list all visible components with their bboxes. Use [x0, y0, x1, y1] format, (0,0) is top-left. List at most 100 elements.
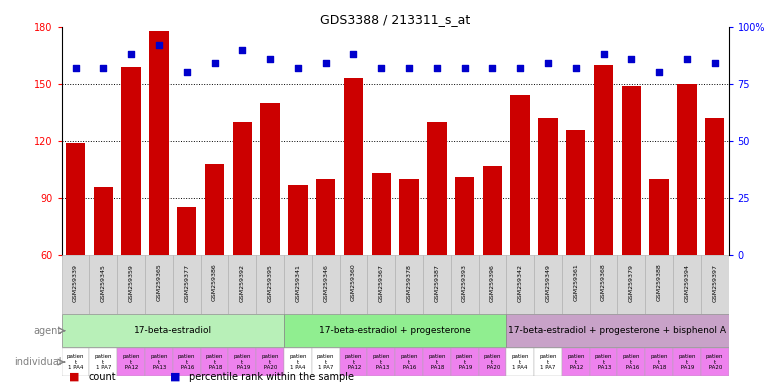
Text: patien
t
 PA16: patien t PA16	[178, 354, 196, 370]
Text: patien
t
 PA12: patien t PA12	[567, 354, 584, 370]
Point	[653, 70, 665, 76]
Bar	[288, 185, 308, 369]
Bar	[427, 122, 446, 369]
Text: ■: ■	[170, 372, 180, 382]
FancyBboxPatch shape	[200, 255, 228, 314]
FancyBboxPatch shape	[367, 348, 395, 376]
FancyBboxPatch shape	[534, 348, 562, 376]
Text: GSM259368: GSM259368	[601, 264, 606, 301]
Text: GSM259379: GSM259379	[629, 264, 634, 302]
Bar	[121, 67, 141, 369]
Bar	[483, 166, 502, 369]
Point	[208, 60, 221, 66]
Text: agent: agent	[33, 326, 62, 336]
Text: patien
t
 PA19: patien t PA19	[234, 354, 251, 370]
Text: GSM259361: GSM259361	[574, 264, 578, 301]
Text: GSM259346: GSM259346	[323, 264, 328, 301]
FancyBboxPatch shape	[256, 348, 284, 376]
Text: GSM259392: GSM259392	[240, 264, 245, 302]
Text: GSM259377: GSM259377	[184, 264, 189, 302]
Point	[153, 42, 165, 48]
FancyBboxPatch shape	[62, 348, 89, 376]
Text: patien
t
1 PA7: patien t 1 PA7	[95, 354, 112, 370]
Text: patien
t
 PA18: patien t PA18	[651, 354, 668, 370]
Bar	[344, 78, 363, 369]
FancyBboxPatch shape	[507, 255, 534, 314]
Text: patien
t
 PA18: patien t PA18	[206, 354, 224, 370]
Point	[542, 60, 554, 66]
Point	[180, 70, 193, 76]
Bar	[93, 187, 113, 369]
Text: GSM259339: GSM259339	[73, 264, 78, 302]
Text: GSM259365: GSM259365	[157, 264, 161, 301]
Text: GSM259386: GSM259386	[212, 264, 217, 301]
FancyBboxPatch shape	[645, 255, 673, 314]
FancyBboxPatch shape	[311, 348, 339, 376]
Text: patien
t
 PA13: patien t PA13	[372, 354, 390, 370]
Bar	[205, 164, 224, 369]
FancyBboxPatch shape	[618, 348, 645, 376]
Bar	[233, 122, 252, 369]
FancyBboxPatch shape	[673, 348, 701, 376]
FancyBboxPatch shape	[590, 255, 618, 314]
Text: patien
t
1 PA4: patien t 1 PA4	[289, 354, 307, 370]
FancyBboxPatch shape	[507, 348, 534, 376]
Point	[264, 56, 276, 62]
FancyBboxPatch shape	[395, 348, 423, 376]
Text: GSM259397: GSM259397	[712, 264, 717, 302]
Bar	[399, 179, 419, 369]
Bar	[66, 143, 86, 369]
FancyBboxPatch shape	[423, 255, 451, 314]
FancyBboxPatch shape	[367, 255, 395, 314]
FancyBboxPatch shape	[145, 255, 173, 314]
Bar	[677, 84, 697, 369]
FancyBboxPatch shape	[451, 255, 479, 314]
Text: patien
t
 PA16: patien t PA16	[400, 354, 418, 370]
FancyBboxPatch shape	[701, 348, 729, 376]
FancyBboxPatch shape	[645, 348, 673, 376]
Bar	[261, 103, 280, 369]
Bar	[150, 31, 169, 369]
Text: GSM259342: GSM259342	[517, 264, 523, 302]
FancyBboxPatch shape	[173, 348, 200, 376]
Text: patien
t
 PA13: patien t PA13	[150, 354, 167, 370]
Bar	[177, 207, 197, 369]
Text: patien
t
1 PA7: patien t 1 PA7	[317, 354, 335, 370]
Text: GSM259396: GSM259396	[490, 264, 495, 301]
FancyBboxPatch shape	[117, 348, 145, 376]
Text: patien
t
1 PA4: patien t 1 PA4	[511, 354, 529, 370]
FancyBboxPatch shape	[284, 314, 507, 347]
FancyBboxPatch shape	[507, 314, 729, 347]
Text: GSM259341: GSM259341	[295, 264, 301, 301]
Text: patien
t
1 PA4: patien t 1 PA4	[67, 354, 84, 370]
Bar	[649, 179, 669, 369]
FancyBboxPatch shape	[479, 348, 507, 376]
Point	[69, 65, 82, 71]
Text: patien
t
 PA20: patien t PA20	[483, 354, 501, 370]
Point	[375, 65, 387, 71]
FancyBboxPatch shape	[145, 348, 173, 376]
FancyBboxPatch shape	[339, 348, 367, 376]
Point	[459, 65, 471, 71]
Text: GSM259349: GSM259349	[545, 264, 550, 302]
Text: GSM259360: GSM259360	[351, 264, 356, 301]
Bar	[621, 86, 641, 369]
Text: GSM259345: GSM259345	[101, 264, 106, 301]
Text: 17-beta-estradiol: 17-beta-estradiol	[134, 326, 212, 335]
Text: patien
t
 PA12: patien t PA12	[345, 354, 362, 370]
FancyBboxPatch shape	[311, 255, 339, 314]
Text: patien
t
 PA16: patien t PA16	[623, 354, 640, 370]
FancyBboxPatch shape	[395, 255, 423, 314]
Text: patien
t
1 PA7: patien t 1 PA7	[539, 354, 557, 370]
Bar	[455, 177, 474, 369]
FancyBboxPatch shape	[89, 255, 117, 314]
Point	[97, 65, 109, 71]
FancyBboxPatch shape	[339, 255, 367, 314]
Text: individual: individual	[14, 357, 62, 367]
Bar	[594, 65, 613, 369]
Point	[319, 60, 332, 66]
FancyBboxPatch shape	[117, 255, 145, 314]
Text: GSM259393: GSM259393	[462, 264, 467, 302]
Point	[236, 46, 248, 53]
FancyBboxPatch shape	[173, 255, 200, 314]
